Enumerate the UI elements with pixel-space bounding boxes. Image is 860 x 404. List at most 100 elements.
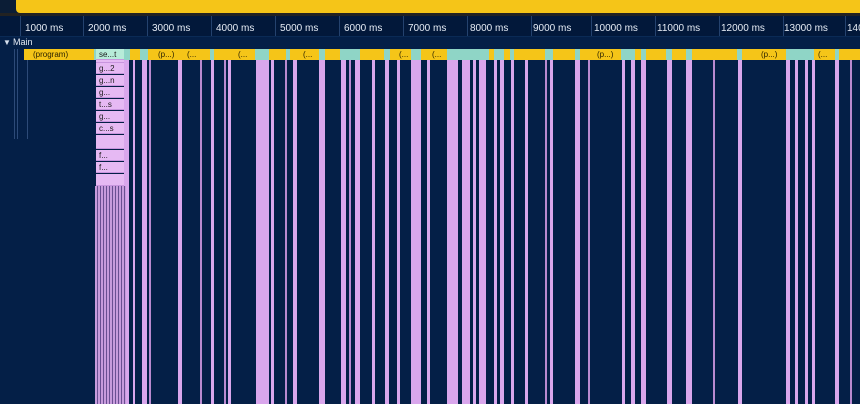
program-block[interactable]: (program) [30, 49, 94, 60]
program-block[interactable]: (... [300, 49, 318, 60]
call-stack-bar[interactable] [355, 49, 360, 404]
call-stack-bar[interactable] [473, 49, 476, 404]
program-block[interactable]: (p...) [594, 49, 620, 60]
call-stack-bar[interactable] [812, 49, 815, 404]
idle-gap [641, 49, 646, 60]
tick-label: 1000 ms [25, 23, 64, 34]
call-frame[interactable]: g...n [96, 75, 124, 86]
call-frame[interactable]: g... [96, 87, 124, 98]
program-block[interactable]: (p...) [155, 49, 177, 60]
call-stack-bar[interactable] [835, 49, 839, 404]
left-mark [27, 49, 28, 139]
left-mark [17, 49, 18, 139]
call-stack-bar[interactable] [293, 49, 297, 404]
call-stack-bar[interactable] [447, 49, 458, 404]
tick-line [655, 16, 656, 36]
tick-line [591, 16, 592, 36]
call-stack-bar[interactable] [525, 49, 528, 404]
call-stack-bar[interactable] [271, 49, 274, 404]
tick-line [211, 16, 212, 36]
program-block[interactable]: (... [184, 49, 202, 60]
call-stack-bar[interactable] [622, 49, 625, 404]
call-stack-bar[interactable] [200, 49, 202, 404]
call-stack-bar[interactable] [256, 49, 269, 404]
idle-gap [447, 49, 489, 60]
call-stack-bar[interactable] [142, 49, 147, 404]
idle-gap [621, 49, 635, 60]
call-stack-bar[interactable] [397, 49, 400, 404]
call-frame[interactable]: f... [96, 150, 124, 161]
main-track-header[interactable]: ▼ Main [0, 37, 860, 49]
time-ruler[interactable]: 1000 ms 2000 ms 3000 ms 4000 ms 5000 ms … [0, 16, 860, 37]
tick-label: 6000 ms [344, 23, 383, 34]
tick-label: 140 [847, 23, 860, 34]
idle-gap [210, 49, 214, 60]
call-stack-bar[interactable] [500, 49, 504, 404]
call-stack-bar[interactable] [149, 49, 151, 404]
tick-label: 9000 ms [533, 23, 572, 34]
call-stack-bar[interactable] [805, 49, 808, 404]
call-stack-bar[interactable] [795, 49, 798, 404]
timeline-overview[interactable] [0, 0, 860, 16]
call-stack-bar[interactable] [133, 49, 135, 404]
call-stack-bar[interactable] [211, 49, 214, 404]
call-stack-bar[interactable] [411, 49, 421, 404]
call-frame[interactable]: se...t [96, 49, 124, 60]
call-stack-bar[interactable] [228, 49, 231, 404]
call-frame[interactable]: g... [96, 111, 124, 122]
call-stack-bar[interactable] [494, 49, 497, 404]
idle-gap [140, 49, 148, 60]
call-stack-bar[interactable] [319, 49, 325, 404]
call-stack-bar[interactable] [667, 49, 672, 404]
call-stack-bar[interactable] [385, 49, 389, 404]
tick-label: 4000 ms [216, 23, 255, 34]
call-stack-bar[interactable] [786, 49, 790, 404]
program-block[interactable]: (... [235, 49, 253, 60]
call-stack-bar[interactable] [479, 49, 486, 404]
call-stack-bar[interactable] [575, 49, 580, 404]
flame-chart[interactable]: (program) (p...) (... (... (... (... (..… [0, 49, 860, 404]
triangle-down-icon[interactable]: ▼ [3, 38, 11, 47]
call-frame[interactable] [96, 60, 124, 63]
program-block[interactable]: (p...) [758, 49, 784, 60]
call-stack-bar[interactable] [713, 49, 715, 404]
call-stack-bar[interactable] [545, 49, 547, 404]
call-stack-bar[interactable] [686, 49, 692, 404]
call-frame[interactable] [96, 135, 124, 149]
call-frame[interactable]: t...s [96, 99, 124, 110]
overview-activity-bar[interactable] [16, 0, 860, 13]
idle-gap [255, 49, 269, 60]
tick-line [339, 16, 340, 36]
call-stack-bar[interactable] [631, 49, 635, 404]
call-stack-bar[interactable] [349, 49, 351, 404]
call-stack-bar[interactable] [372, 49, 375, 404]
call-frame[interactable] [96, 174, 124, 186]
track-name: Main [13, 37, 33, 47]
program-block[interactable]: (... [396, 49, 410, 60]
call-stack-bar[interactable] [178, 49, 182, 404]
call-stack-bar[interactable] [124, 49, 129, 404]
call-frame[interactable]: f... [96, 162, 124, 173]
call-frame[interactable]: c...s [96, 123, 124, 134]
idle-gap [494, 49, 504, 60]
idle-gap [286, 49, 290, 60]
call-stack-bar[interactable] [850, 49, 852, 404]
call-stack-bar[interactable] [462, 49, 470, 404]
program-block[interactable]: (... [815, 49, 833, 60]
call-stack-bar[interactable] [550, 49, 553, 404]
tick-label: 3000 ms [152, 23, 191, 34]
call-stack-bar[interactable] [641, 49, 646, 404]
call-stack-bar[interactable] [427, 49, 430, 404]
call-frame[interactable]: g...2 [96, 63, 124, 74]
call-stack-bar[interactable] [588, 49, 590, 404]
tick-label: 8000 ms [470, 23, 509, 34]
idle-gap [94, 49, 96, 60]
call-stack-bar[interactable] [341, 49, 346, 404]
call-stack-bar[interactable] [738, 49, 742, 404]
deep-call-stack[interactable] [95, 186, 126, 404]
program-block[interactable]: (... [429, 49, 447, 60]
call-stack-bar[interactable] [511, 49, 514, 404]
idle-gap [510, 49, 514, 60]
call-stack-bar[interactable] [285, 49, 287, 404]
call-stack-bar[interactable] [224, 49, 226, 404]
